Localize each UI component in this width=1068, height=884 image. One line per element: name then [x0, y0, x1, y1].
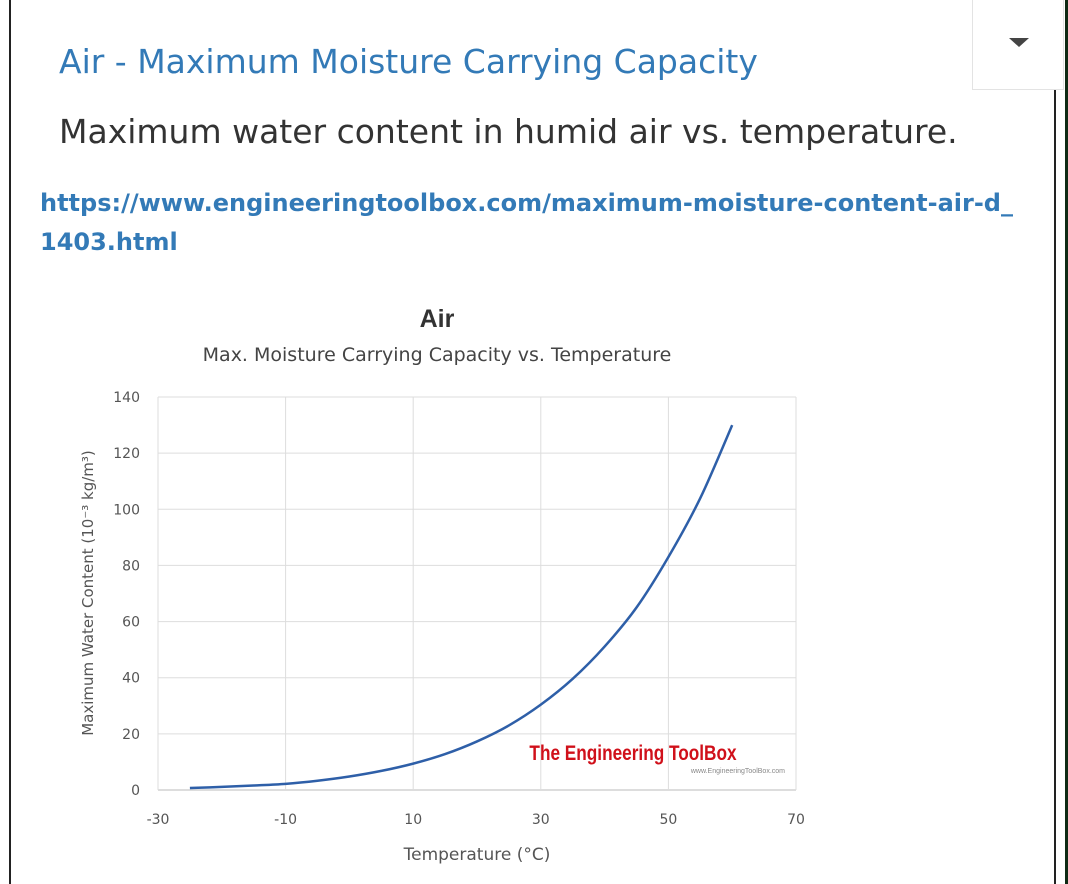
x-tick-label: 70 — [787, 812, 805, 828]
chart-subtitle: Max. Moisture Carrying Capacity vs. Temp… — [203, 344, 672, 366]
y-tick-label: 20 — [122, 727, 140, 743]
chart-title: Air — [420, 305, 455, 333]
card-description: Maximum water content in humid air vs. t… — [59, 112, 958, 151]
x-tick-label: 30 — [532, 812, 550, 828]
x-tick-label: -10 — [274, 812, 297, 828]
x-tick-label: 50 — [659, 812, 677, 828]
x-tick-label: 10 — [404, 812, 422, 828]
y-tick-label: 60 — [122, 615, 140, 631]
dropdown-toggle-button[interactable] — [972, 0, 1064, 90]
card-title-link[interactable]: Air - Maximum Moisture Carrying Capacity — [59, 42, 758, 81]
y-tick-label: 40 — [122, 671, 140, 687]
source-url-link[interactable]: https://www.engineeringtoolbox.com/maxim… — [40, 189, 1013, 256]
y-axis-label: Maximum Water Content (10⁻³ kg/m³) — [79, 450, 97, 736]
container-right-border — [1054, 90, 1056, 884]
y-tick-label: 100 — [113, 502, 140, 518]
watermark-url: www.EngineeringToolBox.com — [690, 768, 785, 775]
page-edge — [1065, 0, 1068, 884]
y-tick-label: 0 — [131, 783, 140, 799]
container-left-border — [9, 0, 11, 884]
series-line — [189, 424, 734, 790]
x-axis-label: Temperature (°C) — [403, 845, 551, 865]
y-tick-label: 140 — [113, 390, 140, 406]
x-tick-label: -30 — [147, 812, 170, 828]
caret-down-icon — [1009, 38, 1029, 47]
watermark: The Engineering ToolBox — [529, 743, 736, 766]
y-tick-label: 80 — [122, 558, 140, 574]
y-tick-label: 120 — [113, 446, 140, 462]
